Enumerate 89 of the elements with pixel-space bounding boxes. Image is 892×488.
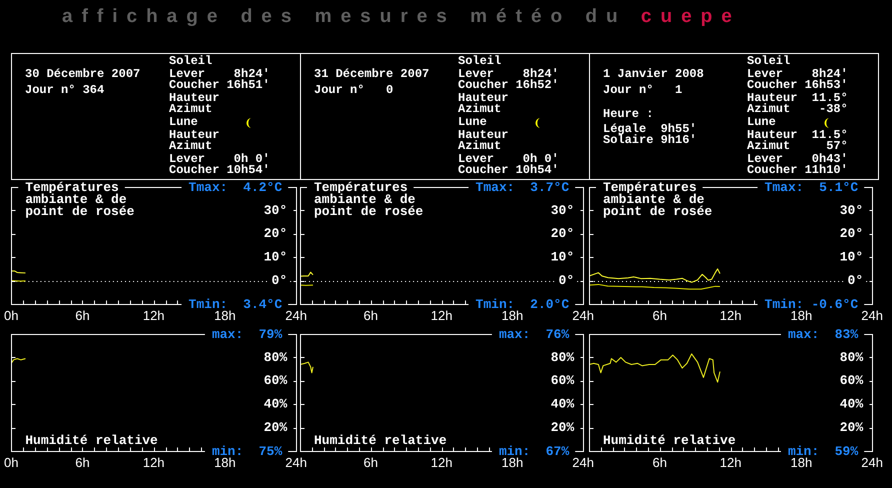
annotation: Tmax: 3.7°C bbox=[476, 180, 570, 195]
chart-title: Températures ambiante & de point de rosée bbox=[314, 180, 424, 219]
x-tick-label: 24h bbox=[572, 454, 594, 470]
x-tick-label: 24h bbox=[285, 454, 307, 470]
text: Coucher 10h54' bbox=[458, 163, 559, 177]
y-tick-label: 10° bbox=[550, 250, 574, 265]
y-tick-label: 10° bbox=[840, 250, 864, 265]
y-tick-label: 80% bbox=[550, 350, 574, 365]
y-tick-label: 30° bbox=[550, 202, 574, 218]
chart-title: Températures ambiante & de point de rosée bbox=[25, 180, 134, 219]
x-tick-label: 12h bbox=[720, 454, 742, 470]
text: Heure : bbox=[603, 107, 654, 121]
annotation: max: 76% bbox=[498, 326, 570, 342]
x-tick-label: 18h bbox=[214, 308, 236, 323]
x-tick-label: 18h bbox=[790, 454, 812, 470]
x-tick-label: 12h bbox=[720, 308, 742, 323]
y-tick-label: 30° bbox=[840, 202, 864, 218]
x-tick-label: 6h bbox=[652, 454, 668, 470]
y-tick-label: 20% bbox=[264, 420, 288, 436]
text: Jour n° 1 bbox=[603, 83, 682, 97]
text: Coucher 16h51' bbox=[169, 78, 270, 92]
x-tick-label: 24h bbox=[285, 308, 307, 323]
text: Azimut bbox=[458, 139, 502, 153]
text: Azimut 57° bbox=[747, 139, 848, 153]
text: Coucher 10h54' bbox=[169, 163, 270, 177]
y-tick-label: 40% bbox=[840, 396, 864, 412]
text: affichage des mesures météo du cuepe bbox=[62, 6, 741, 28]
text: Azimut bbox=[169, 102, 212, 116]
chart-title: Températures ambiante & de point de rosée bbox=[603, 180, 712, 219]
x-tick-label: 0h bbox=[4, 454, 18, 470]
y-tick-label: 80% bbox=[840, 350, 864, 365]
text: Humidité relative bbox=[25, 433, 158, 448]
x-tick-label: 12h bbox=[430, 308, 452, 323]
x-tick-label: 24h bbox=[861, 308, 884, 323]
text: Soleil bbox=[169, 54, 212, 68]
text: Jour n° 364 bbox=[25, 83, 104, 97]
y-tick-label: 40% bbox=[264, 396, 288, 412]
y-tick-label: 0° bbox=[558, 273, 574, 288]
text: 30 Décembre 2007 bbox=[25, 67, 140, 81]
annotation: Tmax: 4.2°C bbox=[188, 180, 282, 195]
annotation: max: 83% bbox=[788, 326, 858, 342]
text: Azimut -38° bbox=[747, 102, 848, 116]
x-tick-label: 24h bbox=[572, 308, 594, 323]
text: Humidité relative bbox=[314, 433, 447, 448]
x-tick-label: 18h bbox=[790, 308, 812, 323]
y-tick-label: 20° bbox=[840, 226, 864, 242]
y-tick-label: 30° bbox=[264, 202, 287, 218]
x-tick-label: 0h bbox=[4, 308, 18, 323]
y-tick-label: 60% bbox=[550, 373, 574, 388]
y-tick-label: 60% bbox=[264, 373, 288, 388]
annotation: max: 79% bbox=[212, 326, 282, 342]
text: Lune bbox=[747, 115, 776, 129]
x-tick-label: 6h bbox=[652, 308, 668, 323]
y-tick-label: 20° bbox=[264, 226, 287, 242]
text: Solaire 9h16' bbox=[603, 133, 697, 147]
x-tick-label: 24h bbox=[861, 454, 884, 470]
text: 31 Décembre 2007 bbox=[314, 67, 430, 81]
y-tick-label: 20% bbox=[840, 420, 864, 436]
x-tick-label: 18h bbox=[502, 308, 524, 323]
text: Azimut bbox=[458, 102, 502, 116]
text: Lune bbox=[169, 115, 198, 129]
y-tick-label: 60% bbox=[840, 373, 864, 388]
text: Jour n° 0 bbox=[314, 83, 394, 97]
x-tick-label: 12h bbox=[142, 454, 164, 470]
x-tick-label: 12h bbox=[430, 454, 452, 470]
text: Azimut bbox=[169, 139, 212, 153]
text: Soleil bbox=[458, 54, 502, 68]
x-tick-label: 6h bbox=[75, 308, 90, 323]
y-tick-label: 20% bbox=[550, 420, 574, 436]
annotation: Tmax: 5.1°C bbox=[764, 180, 858, 195]
text: Soleil bbox=[747, 54, 790, 68]
y-tick-label: 10° bbox=[264, 250, 287, 265]
x-tick-label: 18h bbox=[502, 454, 524, 470]
y-tick-label: 0° bbox=[848, 273, 864, 288]
x-tick-label: 6h bbox=[364, 454, 378, 470]
y-tick-label: 0° bbox=[271, 273, 287, 288]
x-tick-label: 6h bbox=[75, 454, 90, 470]
text: Lune bbox=[458, 115, 487, 129]
y-tick-label: 40% bbox=[550, 396, 574, 412]
text: Coucher 11h10' bbox=[747, 163, 848, 177]
text: 1 Janvier 2008 bbox=[603, 67, 704, 81]
text: Humidité relative bbox=[603, 433, 736, 448]
x-tick-label: 12h bbox=[142, 308, 164, 323]
x-tick-label: 18h bbox=[214, 454, 236, 470]
text: Coucher 16h53' bbox=[747, 78, 848, 92]
x-tick-label: 6h bbox=[364, 308, 378, 323]
y-tick-label: 20° bbox=[550, 226, 574, 242]
y-tick-label: 80% bbox=[264, 350, 288, 365]
text: Coucher 16h52' bbox=[458, 78, 559, 92]
